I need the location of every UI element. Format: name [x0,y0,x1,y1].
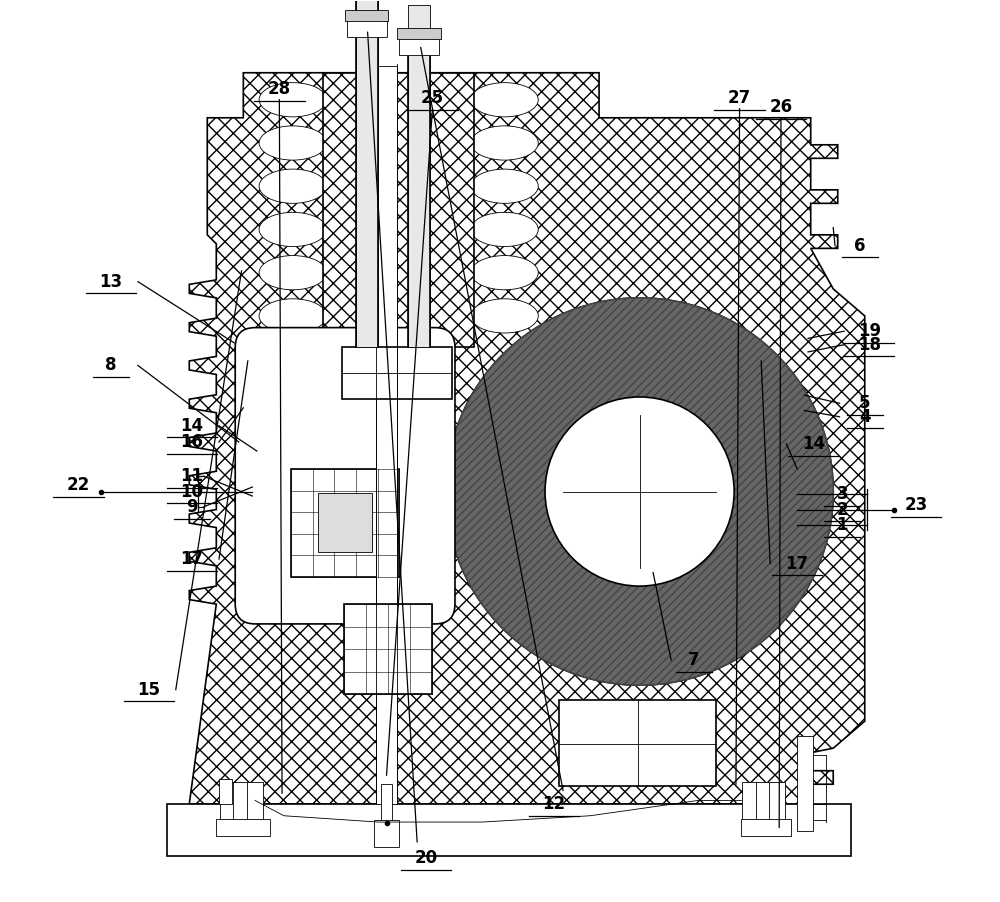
Ellipse shape [259,212,327,246]
Text: 2: 2 [836,501,848,519]
Ellipse shape [259,126,327,160]
Bar [342,346,452,399]
Text: 4: 4 [859,408,871,426]
Text: 19: 19 [858,322,881,340]
Bar [318,493,372,552]
Circle shape [545,397,734,586]
Bar [247,781,263,822]
Ellipse shape [471,126,538,160]
Bar [220,781,236,822]
Ellipse shape [259,83,327,117]
Bar [167,804,851,856]
Text: 22: 22 [67,476,90,494]
Ellipse shape [471,255,538,290]
Text: 8: 8 [105,356,117,374]
Bar [344,604,432,695]
Polygon shape [189,73,865,804]
Text: 26: 26 [769,98,793,116]
Ellipse shape [471,212,538,246]
Bar [397,28,441,39]
Bar [374,820,399,847]
Text: 7: 7 [688,651,699,669]
Bar [291,469,399,577]
Text: 25: 25 [421,89,444,107]
Text: 5: 5 [859,394,870,412]
Circle shape [446,298,833,686]
Text: 27: 27 [728,89,751,107]
Bar [356,0,378,347]
Bar [408,5,430,347]
Bar [376,66,397,804]
Bar [742,781,758,822]
Text: 6: 6 [854,236,866,254]
Ellipse shape [471,169,538,203]
Bar [219,778,232,804]
Bar [756,781,772,822]
Text: 10: 10 [180,483,203,501]
Bar [797,737,813,831]
Bar [399,35,439,55]
Circle shape [446,298,833,686]
Bar [741,819,791,835]
Text: 15: 15 [137,681,160,699]
Text: 28: 28 [268,80,291,98]
Bar [381,784,392,822]
Text: 16: 16 [180,433,203,451]
Bar [233,781,250,822]
Text: 11: 11 [180,467,203,485]
FancyBboxPatch shape [235,327,455,624]
Bar [559,701,716,786]
Text: 12: 12 [542,795,566,813]
Bar [347,17,387,37]
Text: 17: 17 [786,555,809,573]
Text: 20: 20 [415,849,438,867]
Ellipse shape [471,83,538,117]
Text: 3: 3 [836,485,848,503]
Ellipse shape [259,169,327,203]
Text: 9: 9 [186,498,198,516]
Bar [216,819,270,835]
Bar [345,10,388,21]
Text: 14: 14 [180,417,204,435]
Bar [769,781,785,822]
Text: 17: 17 [180,550,204,568]
Text: 23: 23 [904,496,928,514]
Ellipse shape [259,255,327,290]
Ellipse shape [471,299,538,333]
Text: 1: 1 [836,516,848,534]
Ellipse shape [259,299,327,333]
Text: 18: 18 [858,336,881,354]
Text: 13: 13 [99,272,122,290]
Text: 14: 14 [802,435,825,453]
Bar [323,73,474,347]
